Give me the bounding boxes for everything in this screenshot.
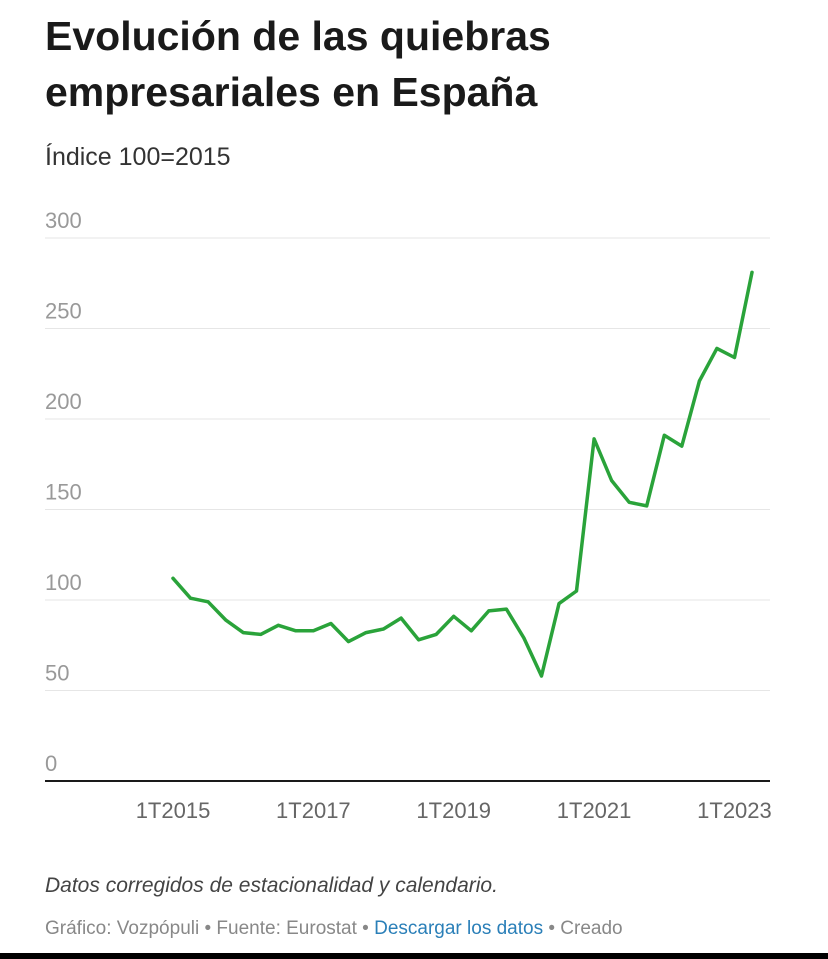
series-line xyxy=(171,270,754,678)
y-axis-ticks: 0 50 100 150 200 250 300 xyxy=(45,208,82,776)
data-point xyxy=(715,346,719,350)
data-point xyxy=(259,632,263,636)
data-point xyxy=(750,270,754,274)
data-point xyxy=(434,632,438,636)
data-point xyxy=(329,622,333,625)
credit-separator: • xyxy=(199,918,217,939)
data-point xyxy=(171,576,175,580)
bottom-border xyxy=(0,953,828,959)
data-point xyxy=(592,437,596,441)
data-point xyxy=(662,433,666,437)
data-point xyxy=(469,629,473,633)
data-point xyxy=(311,629,315,633)
credit-separator: • xyxy=(543,918,561,939)
y-tick-label: 200 xyxy=(45,389,82,414)
x-tick-label: 1T2021 xyxy=(557,798,632,823)
data-point xyxy=(417,638,421,642)
x-axis-ticks: 1T2015 1T2017 1T2019 1T2021 1T2023 xyxy=(136,798,772,823)
y-tick-label: 250 xyxy=(45,299,82,324)
data-point xyxy=(504,607,508,611)
grid-lines xyxy=(45,237,770,782)
credit-source: Fuente: Eurostat xyxy=(216,918,357,939)
data-point xyxy=(540,674,543,678)
download-data-link[interactable]: Descargar los datos xyxy=(374,918,544,939)
y-tick-label: 50 xyxy=(45,661,69,686)
y-tick-label: 0 xyxy=(45,751,57,776)
x-tick-label: 1T2019 xyxy=(416,798,491,823)
data-point xyxy=(733,356,736,359)
data-point xyxy=(522,636,526,640)
x-tick-label: 1T2015 xyxy=(136,798,211,823)
x-tick-label: 1T2017 xyxy=(276,798,351,823)
chart-note: Datos corregidos de estacionalidad y cal… xyxy=(45,874,498,897)
series-layer xyxy=(171,270,754,678)
data-point xyxy=(347,640,350,644)
data-point xyxy=(364,631,368,635)
credit-created: Creado xyxy=(560,918,623,939)
data-point xyxy=(697,379,701,383)
credit-author: Gráfico: Vozpópuli xyxy=(45,918,200,939)
data-point xyxy=(399,616,403,620)
credit-separator: • xyxy=(356,918,375,939)
data-point xyxy=(189,596,192,600)
credits-line: Gráfico: Vozpópuli • Fuente: Eurostat • … xyxy=(45,918,785,942)
data-point xyxy=(627,500,631,504)
y-tick-label: 300 xyxy=(45,208,82,233)
x-tick-label: 1T2023 xyxy=(697,798,772,823)
y-tick-label: 100 xyxy=(45,570,82,595)
data-point xyxy=(241,631,245,635)
data-point xyxy=(487,609,491,613)
data-point xyxy=(452,614,456,618)
chart-subtitle: Índice 100=2015 xyxy=(45,143,231,171)
data-point xyxy=(276,623,280,627)
data-point xyxy=(206,600,210,604)
data-point xyxy=(382,627,385,631)
chart-title: Evolución de las quiebras empresariales … xyxy=(45,13,551,115)
data-point xyxy=(645,504,649,508)
y-tick-label: 150 xyxy=(45,480,82,505)
data-point xyxy=(575,589,578,593)
data-point xyxy=(610,479,614,482)
data-point xyxy=(224,618,228,622)
data-point xyxy=(680,444,684,448)
data-point xyxy=(557,602,561,606)
data-point xyxy=(294,629,298,633)
